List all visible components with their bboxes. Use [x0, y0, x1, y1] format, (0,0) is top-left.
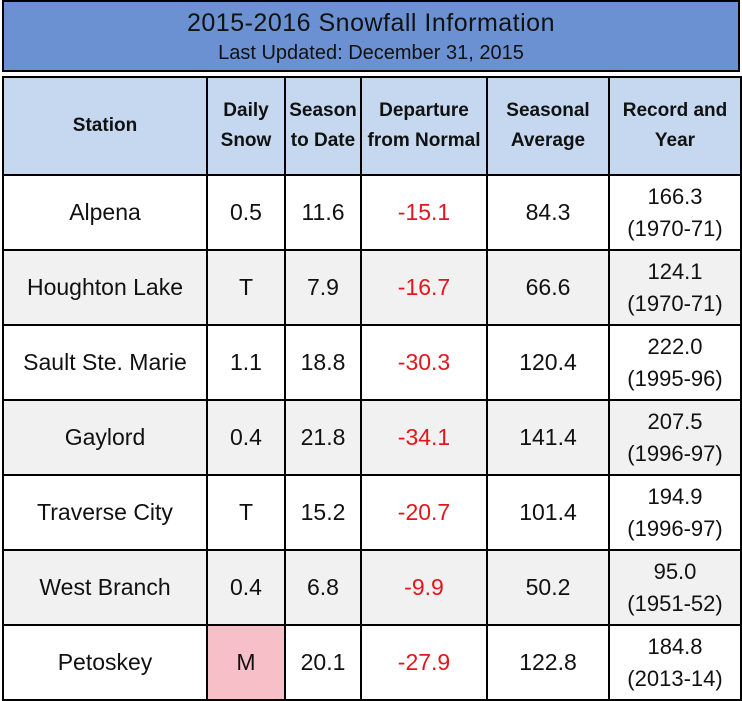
station-cell: Gaylord: [2, 399, 208, 476]
header-row: Station Daily Snow Season to Date Departur…: [2, 76, 742, 176]
table-title: 2015-2016 Snowfall Information: [186, 9, 555, 37]
record-cell: 95.0 (1951-52): [608, 549, 742, 626]
season-to-date-cell: 15.2: [284, 474, 362, 551]
header-season-to-date: Season to Date: [284, 76, 362, 176]
departure-cell: -30.3: [360, 324, 488, 401]
station-cell: Sault Ste. Marie: [2, 324, 208, 401]
station-cell: West Branch: [2, 549, 208, 626]
departure-cell: -27.9: [360, 624, 488, 701]
departure-cell: -16.7: [360, 249, 488, 326]
season-to-date-cell: 20.1: [284, 624, 362, 701]
record-cell: 166.3 (1970-71): [608, 174, 742, 251]
daily-snow-cell: 1.1: [206, 324, 286, 401]
seasonal-average-cell: 122.8: [486, 624, 610, 701]
daily-snow-cell: 0.4: [206, 549, 286, 626]
seasonal-average-cell: 50.2: [486, 549, 610, 626]
season-to-date-cell: 21.8: [284, 399, 362, 476]
seasonal-average-cell: 141.4: [486, 399, 610, 476]
table-row: Gaylord 0.4 21.8 -34.1 141.4 207.5 (1996-…: [2, 399, 742, 476]
snowfall-table: Station Daily Snow Season to Date Departur…: [2, 76, 742, 701]
table-row: Houghton Lake T 7.9 -16.7 66.6 124.1 (197…: [2, 249, 742, 326]
seasonal-average-cell: 101.4: [486, 474, 610, 551]
header-daily-snow: Daily Snow: [206, 76, 286, 176]
departure-cell: -9.9: [360, 549, 488, 626]
table-row: Sault Ste. Marie 1.1 18.8 -30.3 120.4 22…: [2, 324, 742, 401]
station-cell: Petoskey: [2, 624, 208, 701]
season-to-date-cell: 7.9: [284, 249, 362, 326]
daily-snow-cell: 0.5: [206, 174, 286, 251]
table-row: Traverse City T 15.2 -20.7 101.4 194.9 (1…: [2, 474, 742, 551]
title-banner: 2015-2016 Snowfall Information Last Upda…: [2, 0, 740, 72]
record-cell: 222.0 (1995-96): [608, 324, 742, 401]
table-row: Petoskey M 20.1 -27.9 122.8 184.8 (2013-1…: [2, 624, 742, 701]
station-cell: Alpena: [2, 174, 208, 251]
season-to-date-cell: 11.6: [284, 174, 362, 251]
departure-cell: -20.7: [360, 474, 488, 551]
departure-cell: -15.1: [360, 174, 488, 251]
last-updated: Last Updated: December 31, 2015: [218, 42, 524, 64]
season-to-date-cell: 6.8: [284, 549, 362, 626]
seasonal-average-cell: 66.6: [486, 249, 610, 326]
record-cell: 124.1 (1970-71): [608, 249, 742, 326]
table-row: Alpena 0.5 11.6 -15.1 84.3 166.3 (1970-71…: [2, 174, 742, 251]
record-cell: 194.9 (1996-97): [608, 474, 742, 551]
record-cell: 184.8 (2013-14): [608, 624, 742, 701]
daily-snow-cell: T: [206, 249, 286, 326]
seasonal-average-cell: 84.3: [486, 174, 610, 251]
season-to-date-cell: 18.8: [284, 324, 362, 401]
header-departure: Departure from Normal: [360, 76, 488, 176]
station-cell: Traverse City: [2, 474, 208, 551]
record-cell: 207.5 (1996-97): [608, 399, 742, 476]
seasonal-average-cell: 120.4: [486, 324, 610, 401]
header-record-year: Record and Year: [608, 76, 742, 176]
daily-snow-cell-missing: M: [206, 624, 286, 701]
station-cell: Houghton Lake: [2, 249, 208, 326]
header-station: Station: [2, 76, 208, 176]
table-row: West Branch 0.4 6.8 -9.9 50.2 95.0 (1951-…: [2, 549, 742, 626]
departure-cell: -34.1: [360, 399, 488, 476]
header-seasonal-average: Seasonal Average: [486, 76, 610, 176]
daily-snow-cell: 0.4: [206, 399, 286, 476]
daily-snow-cell: T: [206, 474, 286, 551]
